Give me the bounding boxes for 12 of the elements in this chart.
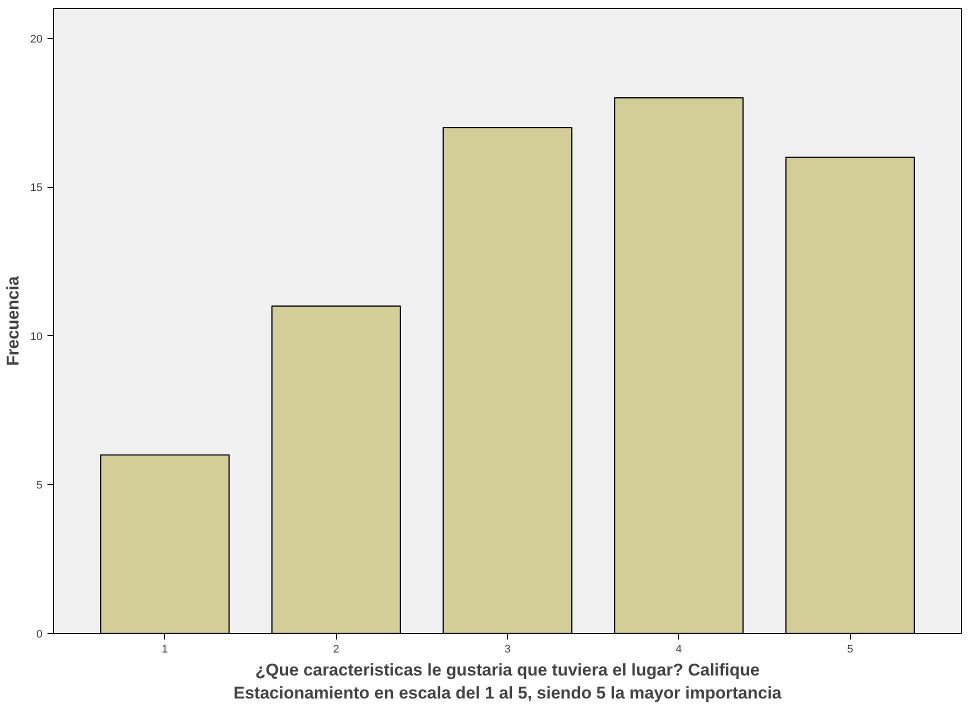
x-axis-title: ¿Que caracteristicas le gustaria que tuviera el lugar? Califique Estacionamiento en escala del 1 al 5, siendo 5 la mayor importancia [234, 660, 782, 702]
y-tick-label: 15 [30, 182, 43, 194]
x-tick-label: 2 [333, 644, 340, 656]
y-tick-label: 5 [36, 480, 43, 492]
x-tick-label: 1 [162, 644, 168, 656]
y-tick-label: 0 [36, 628, 43, 640]
y-tick-label: 20 [30, 33, 43, 46]
x-tick-label: 4 [676, 644, 682, 656]
x-tick-label: 5 [847, 644, 854, 656]
y-axis-title: Frecuencia [3, 276, 22, 366]
x-tick-label: 3 [504, 644, 511, 656]
y-tick-label: 10 [30, 330, 43, 343]
